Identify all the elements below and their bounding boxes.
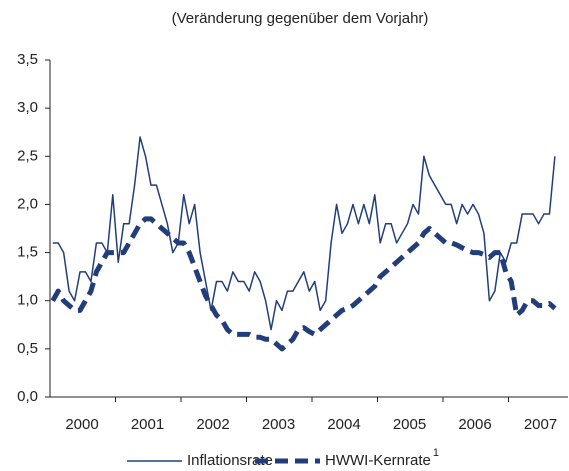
x-tick-label: 2003 [262,416,295,433]
y-tick-label: 0,0 [17,388,38,405]
legend-label: HWWI-Kernrate [325,452,431,469]
y-tick-label: 0,5 [17,340,38,357]
x-tick-label: 2000 [65,416,98,433]
x-tick-label: 2004 [327,416,360,433]
y-tick-label: 3,0 [17,99,38,116]
x-tick-label: 2007 [524,416,557,433]
series-line [50,216,557,352]
y-tick-label: 3,5 [17,51,38,68]
x-tick-label: 2006 [458,416,491,433]
x-tick-label: 2005 [393,416,426,433]
y-tick-label: 1,0 [17,292,38,309]
legend-label: Inflationsrate [187,452,273,469]
legend-footnote: 1 [433,447,439,459]
y-tick-label: 1,5 [17,244,38,261]
series-line [52,136,556,331]
chart-title: (Veränderung gegenüber dem Vorjahr) [172,10,429,27]
x-tick-label: 2001 [131,416,164,433]
y-tick-label: 2,0 [17,195,38,212]
y-tick-label: 2,5 [17,147,38,164]
x-tick-label: 2002 [196,416,229,433]
